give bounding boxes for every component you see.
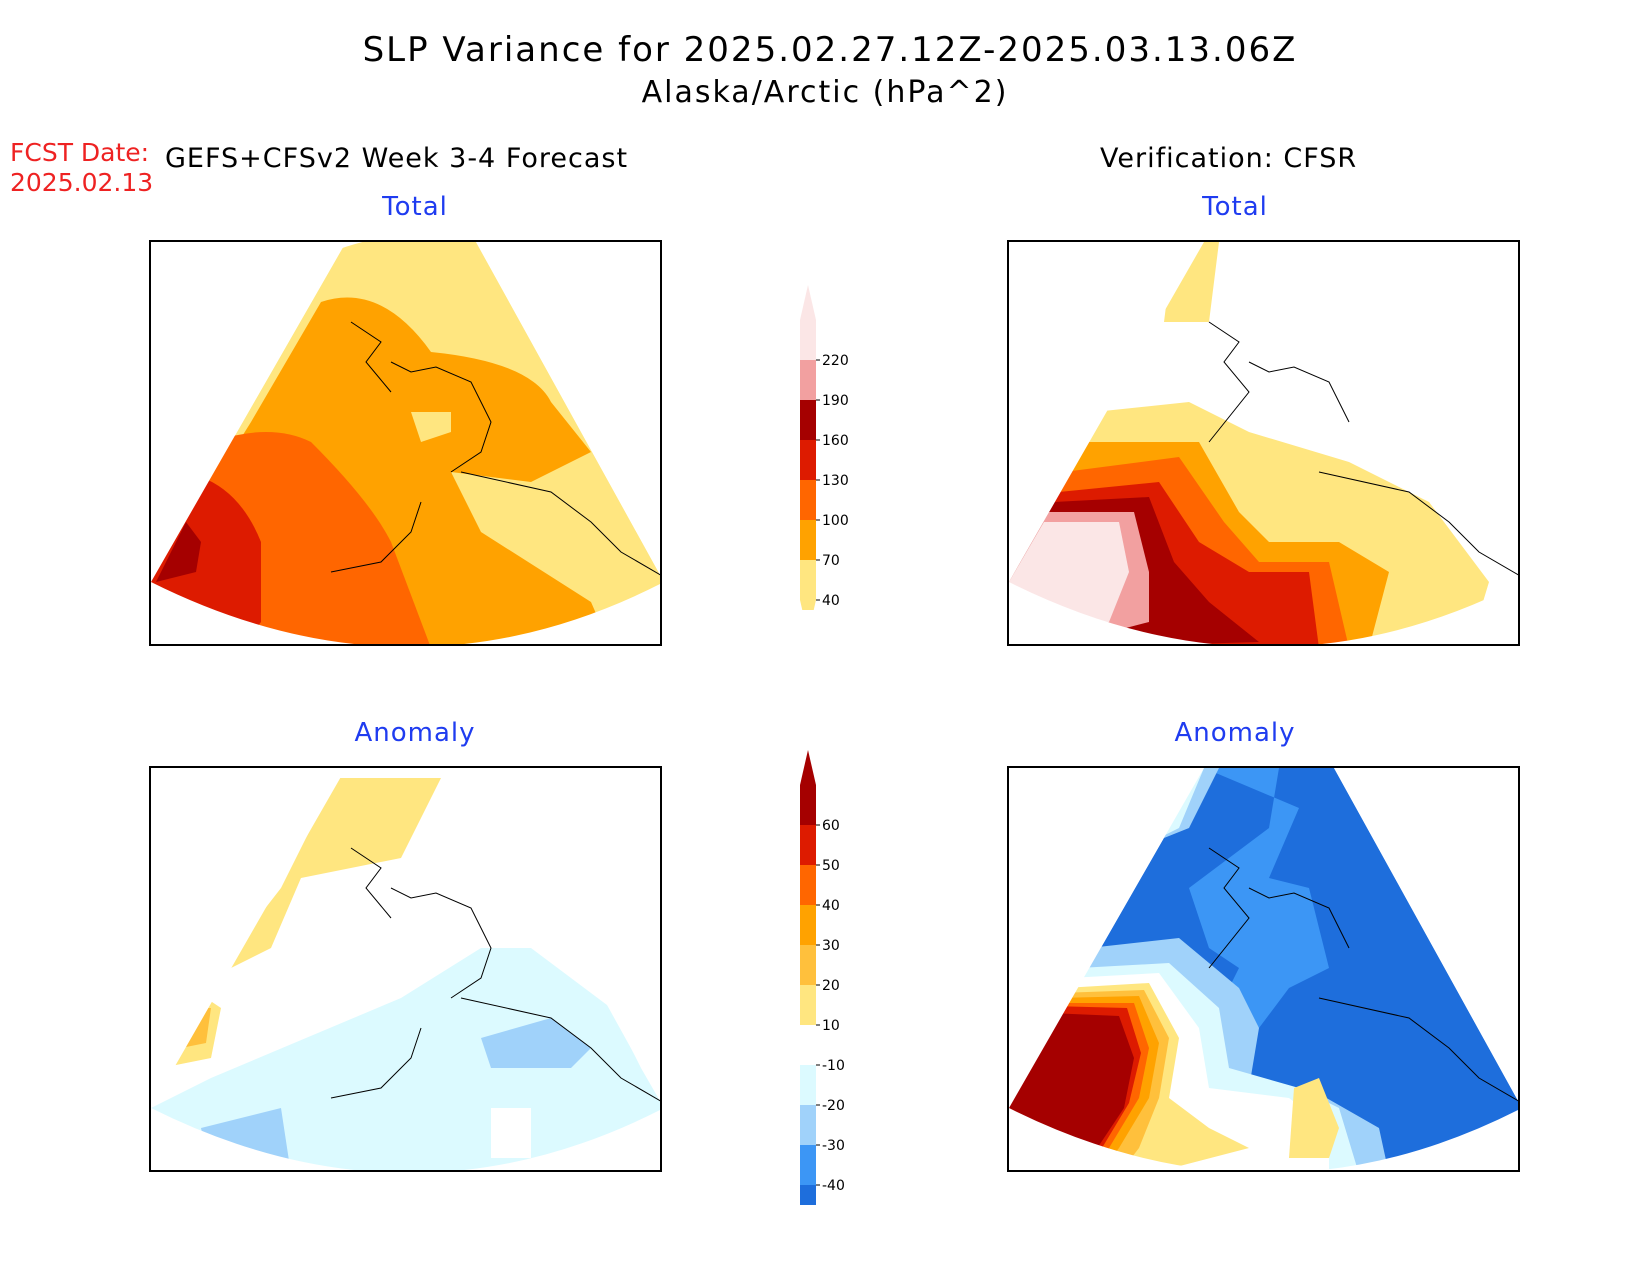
colorbar-segment bbox=[800, 945, 816, 985]
fcst-date: 2025.02.13 bbox=[10, 168, 154, 197]
colorbar-segment bbox=[800, 400, 816, 440]
colorbar-segment bbox=[800, 1025, 816, 1065]
colorbar-segment bbox=[800, 905, 816, 945]
colorbar-bottom-arrow bbox=[800, 600, 816, 610]
colorbar-label: 50 bbox=[822, 858, 840, 874]
colorbar-segment bbox=[800, 480, 816, 520]
colorbar-segment bbox=[800, 1105, 816, 1145]
verification-total-title: Total bbox=[1202, 192, 1268, 222]
colorbar-label: -40 bbox=[822, 1178, 845, 1194]
colorbar-anomaly: 60 50 40 30 20 10 -10 -20 -30 -40 bbox=[800, 750, 845, 1205]
forecast-anomaly-title: Anomaly bbox=[354, 718, 476, 748]
forecast-total-title: Total bbox=[382, 192, 448, 222]
verification-header: Verification: CFSR bbox=[1100, 143, 1358, 174]
colorbar-label: 100 bbox=[822, 513, 849, 529]
main-title: SLP Variance for 2025.02.27.12Z-2025.03.… bbox=[362, 30, 1298, 70]
colorbar-label: 10 bbox=[822, 1018, 840, 1034]
forecast-header: GEFS+CFSv2 Week 3-4 Forecast bbox=[165, 143, 629, 174]
verification-total-map bbox=[1007, 240, 1520, 646]
colorbar-segment bbox=[800, 825, 816, 865]
colorbar-segment bbox=[800, 320, 816, 360]
forecast-total-map bbox=[149, 240, 662, 646]
verification-anomaly-title: Anomaly bbox=[1174, 718, 1296, 748]
colorbar-label: 130 bbox=[822, 473, 849, 489]
colorbar-label: 60 bbox=[822, 818, 840, 834]
colorbar-segment bbox=[800, 1185, 816, 1205]
verification-anomaly-map bbox=[1007, 766, 1520, 1172]
fcst-date-block: FCST Date: 2025.02.13 bbox=[10, 138, 153, 198]
colorbar-label: 40 bbox=[822, 898, 840, 914]
colorbar-label: 190 bbox=[822, 393, 849, 409]
colorbar-label: -10 bbox=[822, 1058, 845, 1074]
colorbar-segment bbox=[800, 520, 816, 560]
colorbar-segment bbox=[800, 865, 816, 905]
colorbar-label: 70 bbox=[822, 553, 840, 569]
fcst-label: FCST Date: bbox=[10, 138, 150, 167]
colorbar-top-arrow bbox=[800, 285, 816, 320]
colorbar-label: -20 bbox=[822, 1098, 845, 1114]
colorbar-segment bbox=[800, 360, 816, 400]
contour-160-190 bbox=[156, 522, 201, 582]
colorbar-label: 40 bbox=[822, 593, 840, 609]
colorbar-segment bbox=[800, 1065, 816, 1105]
colorbar-label: 160 bbox=[822, 433, 849, 449]
colorbar-total: 220 190 160 130 100 70 40 bbox=[800, 285, 849, 610]
forecast-anomaly-map bbox=[149, 766, 662, 1172]
contour-10-20 bbox=[211, 778, 441, 978]
colorbar-label: -30 bbox=[822, 1138, 845, 1154]
colorbar-segment bbox=[800, 560, 816, 600]
colorbar-segment bbox=[800, 985, 816, 1025]
colorbar-label: 220 bbox=[822, 353, 849, 369]
colorbar-label: 20 bbox=[822, 978, 840, 994]
colorbar-top-arrow bbox=[800, 750, 816, 785]
main-subtitle: Alaska/Arctic (hPa^2) bbox=[641, 75, 1009, 110]
colorbar-label: 30 bbox=[822, 938, 840, 954]
colorbar-segment bbox=[800, 1145, 816, 1185]
colorbar-segment bbox=[800, 440, 816, 480]
contour-minus20-minus30-a bbox=[481, 1018, 591, 1068]
colorbar-segment bbox=[800, 785, 816, 825]
